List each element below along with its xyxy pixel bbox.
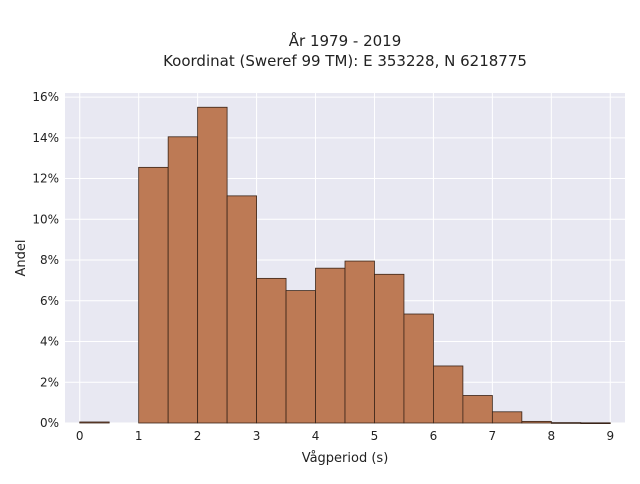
y-tick-label: 10%: [32, 212, 59, 226]
x-tick-label: 1: [135, 429, 143, 443]
histogram-bar: [226, 195, 257, 424]
histogram-bar: [138, 166, 169, 424]
x-tick-label: 0: [76, 429, 84, 443]
y-axis-label: Andel: [14, 240, 29, 277]
histogram-bar: [374, 273, 405, 424]
chart-subtitle: Koordinat (Sweref 99 TM): E 353228, N 62…: [163, 52, 527, 70]
x-tick-label: 2: [194, 429, 202, 443]
histogram-bar: [462, 395, 493, 424]
y-tick-label: 8%: [40, 253, 59, 267]
x-tick-label: 4: [312, 429, 320, 443]
histogram-bar: [197, 106, 228, 424]
histogram-bar: [491, 411, 523, 424]
histogram-bars: [79, 106, 611, 424]
histogram-bar: [550, 422, 582, 424]
x-tick-label: 3: [253, 429, 261, 443]
histogram-bar: [344, 260, 375, 424]
x-axis-label: Vågperiod (s): [302, 451, 389, 466]
histogram-bar: [433, 365, 464, 424]
x-tick-label: 7: [489, 429, 497, 443]
histogram-bar: [403, 313, 434, 424]
histogram-bar: [167, 136, 199, 424]
histogram-bar: [315, 267, 346, 424]
histogram-bar: [285, 290, 316, 424]
x-tick-label: 8: [547, 429, 555, 443]
y-tick-label: 4%: [40, 335, 59, 349]
histogram-bar: [521, 420, 552, 424]
histogram-bar: [580, 422, 611, 424]
x-axis-ticks: 0 1 2 3 4 5 6 7 8 9: [76, 429, 614, 443]
y-tick-label: 16%: [32, 90, 59, 104]
histogram-bar: [256, 277, 287, 424]
histogram-bar: [79, 421, 110, 424]
x-tick-label: 6: [430, 429, 438, 443]
y-tick-label: 14%: [32, 131, 59, 145]
chart-title: År 1979 - 2019: [289, 31, 402, 50]
y-axis-ticks: 0% 2% 4% 6% 8% 10% 12% 14% 16%: [32, 90, 59, 430]
y-tick-label: 2%: [40, 375, 59, 389]
y-tick-label: 12%: [32, 172, 59, 186]
y-tick-label: 6%: [40, 294, 59, 308]
x-tick-label: 9: [606, 429, 614, 443]
y-tick-label: 0%: [40, 416, 59, 430]
x-tick-label: 5: [371, 429, 379, 443]
